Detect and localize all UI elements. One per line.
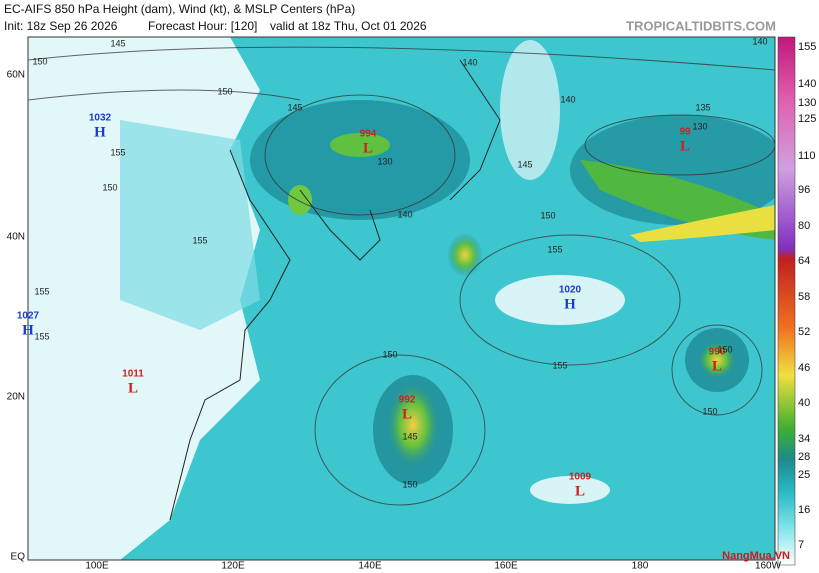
pressure-center: L (680, 138, 690, 154)
wind-patch (120, 120, 260, 330)
contour-label: 140 (560, 94, 575, 104)
pressure-value: 1027 (17, 311, 40, 322)
pressure-center: H (22, 322, 34, 338)
colorbar-label: 40 (798, 397, 810, 409)
colorbar-label: 52 (798, 326, 810, 338)
storm-core (385, 380, 441, 470)
pressure-value: 1009 (569, 472, 592, 483)
wind-max (330, 133, 390, 157)
contour-label: 150 (32, 56, 47, 66)
contour-label: 145 (517, 159, 532, 169)
valid-time: valid at 18z Thu, Oct 01 2026 (270, 19, 427, 33)
colorbar-label: 125 (798, 113, 816, 125)
lat-label: 60N (7, 70, 25, 81)
contour-label: 140 (397, 209, 412, 219)
lon-label: 100E (85, 561, 109, 572)
colorbar-label: 64 (798, 255, 810, 267)
calm-patch (530, 476, 610, 504)
title: EC-AIFS 850 hPa Height (dam), Wind (kt),… (4, 2, 355, 16)
pressure-center: H (564, 296, 576, 312)
contour-label: 130 (377, 156, 392, 166)
forecast-hour: Forecast Hour: [120] (148, 19, 257, 33)
colorbar-label: 140 (798, 78, 816, 90)
watermark: NangMua.VN (722, 550, 790, 562)
contour-label: 150 (102, 182, 117, 192)
lat-label: 40N (7, 232, 25, 243)
colorbar-label: 96 (798, 184, 810, 196)
contour-label: 145 (110, 38, 125, 48)
contour-label: 150 (702, 406, 717, 416)
contour-label: 155 (192, 235, 207, 245)
lon-label: 160W (755, 561, 782, 572)
contour-label: 155 (552, 360, 567, 370)
contour-label: 150 (540, 210, 555, 220)
contour-label: 150 (717, 344, 732, 354)
contour-label: 145 (287, 102, 302, 112)
colorbar-label: 110 (798, 150, 816, 162)
contour-label: 150 (382, 349, 397, 359)
site-name: TROPICALTIDBITS.COM (626, 18, 776, 33)
colorbar-label: 80 (798, 220, 810, 232)
pressure-value: 992 (399, 395, 416, 406)
pressure-value: 990 (709, 347, 726, 358)
calm-patch (495, 275, 625, 325)
colorbar-label: 155 (798, 41, 816, 53)
coastlines (169, 59, 501, 521)
map-field (28, 37, 775, 560)
lon-label: 140E (358, 561, 382, 572)
contour-label: 145 (402, 431, 417, 441)
pressure-center: L (363, 140, 373, 156)
contour-label: 155 (34, 286, 49, 296)
contour-label: 155 (547, 244, 562, 254)
contour-label: 150 (217, 86, 232, 96)
colorbar-label: 16 (798, 504, 810, 516)
pressure-value: 994 (360, 129, 377, 140)
map-frame (27, 36, 776, 561)
lat-label: EQ (11, 552, 26, 563)
wind-max (447, 233, 483, 277)
wind-patch (250, 100, 470, 220)
lon-label: 160E (494, 561, 518, 572)
colorbar-label: 34 (798, 433, 810, 445)
pressure-value: 1032 (89, 113, 112, 124)
pressure-value: 99 (679, 127, 691, 138)
lon-label: 180 (632, 561, 649, 572)
contour-label: 155 (110, 147, 125, 157)
pressure-value: 1011 (122, 369, 144, 380)
colorbar-label: 7 (798, 539, 804, 551)
contour-label: 135 (695, 102, 710, 112)
pressure-center: L (575, 483, 585, 499)
calm-patch (500, 40, 560, 180)
colorbar-label: 130 (798, 97, 816, 109)
colorbar-label: 46 (798, 362, 810, 374)
pressure-center: H (94, 124, 106, 140)
contour-label: 140 (752, 36, 767, 46)
pressure-center: L (128, 380, 138, 396)
pressure-center: L (712, 358, 722, 374)
lat-label: 20N (7, 392, 25, 403)
storm-core (697, 340, 737, 380)
pressure-center: L (402, 406, 412, 422)
pressure-value: 1020 (559, 285, 582, 296)
colorbar-label: 28 (798, 451, 810, 463)
init: Init: 18z Sep 26 2026 (4, 19, 118, 33)
jet (630, 205, 775, 242)
wind-max (288, 185, 312, 215)
colorbar-label: 25 (798, 469, 810, 481)
height-contours (28, 46, 775, 506)
lon-label: 120E (221, 561, 245, 572)
contour-label: 155 (34, 331, 49, 341)
colorbar-label: 58 (798, 291, 810, 303)
colorbar (777, 36, 796, 566)
contour-label: 150 (402, 479, 417, 489)
contour-label: 140 (462, 57, 477, 67)
contour-label: 130 (692, 121, 707, 131)
